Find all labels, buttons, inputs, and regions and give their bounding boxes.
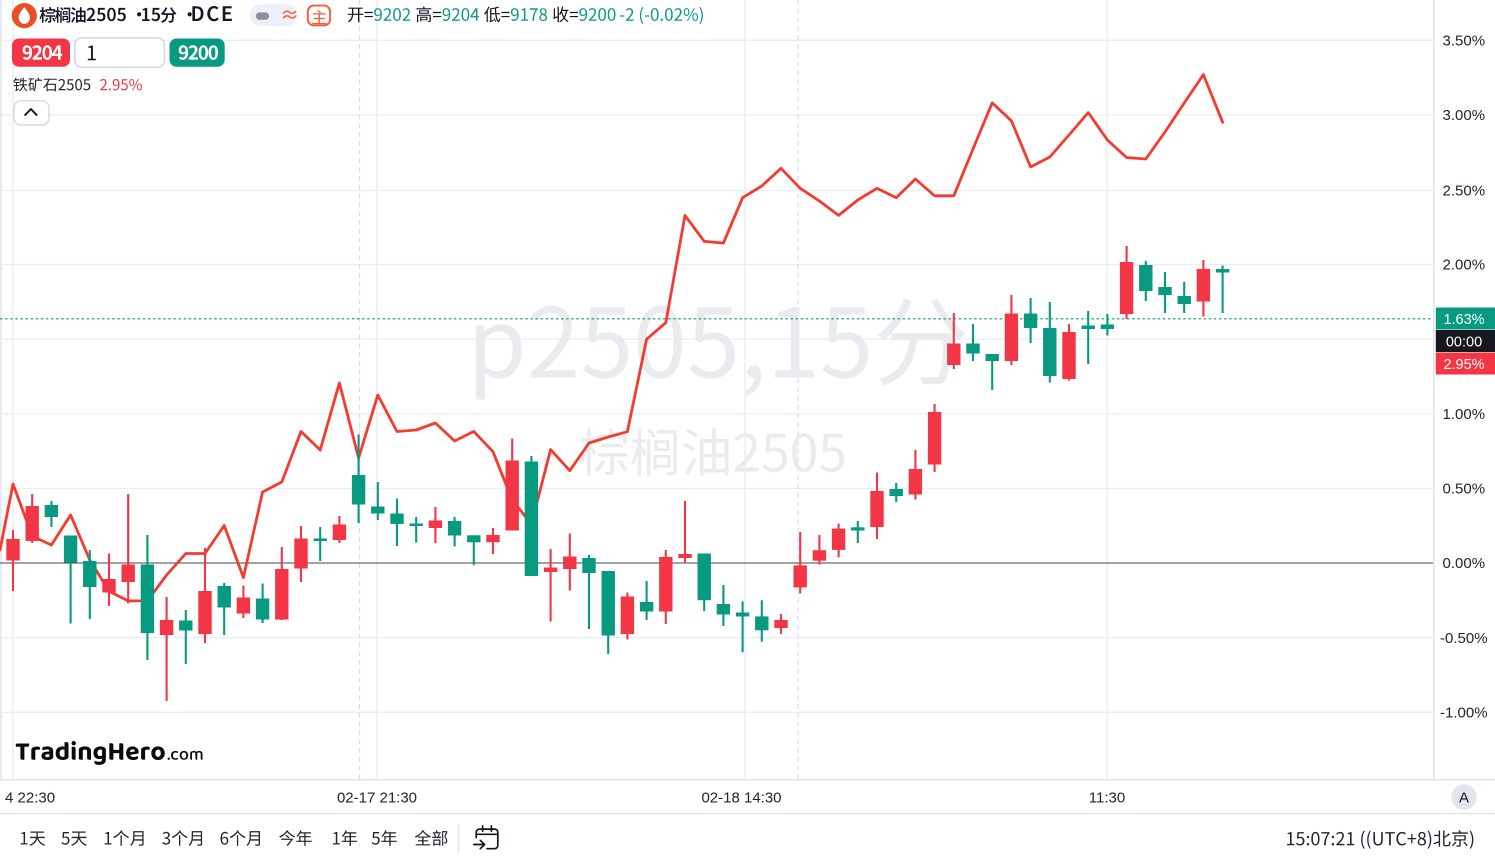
svg-text:2.95%: 2.95%: [1443, 357, 1484, 373]
svg-text:2.00%: 2.00%: [1443, 257, 1486, 274]
svg-text:1.63%: 1.63%: [1443, 312, 1484, 328]
svg-text:1.00%: 1.00%: [1443, 406, 1486, 423]
svg-text:A: A: [1459, 789, 1469, 806]
svg-text:02-17 21:30: 02-17 21:30: [337, 790, 417, 807]
svg-text:11:30: 11:30: [1089, 790, 1125, 807]
svg-text:00:00: 00:00: [1446, 334, 1482, 350]
svg-text:3.00%: 3.00%: [1443, 107, 1486, 124]
svg-text:-0.50%: -0.50%: [1440, 630, 1488, 647]
svg-text:2.50%: 2.50%: [1443, 183, 1486, 200]
svg-text:0.50%: 0.50%: [1443, 481, 1486, 498]
svg-text:3.50%: 3.50%: [1443, 33, 1486, 50]
svg-text:4 22:30: 4 22:30: [5, 790, 55, 807]
svg-text:-1.00%: -1.00%: [1440, 705, 1488, 722]
svg-text:02-18 14:30: 02-18 14:30: [701, 790, 781, 807]
svg-text:0.00%: 0.00%: [1443, 555, 1486, 572]
